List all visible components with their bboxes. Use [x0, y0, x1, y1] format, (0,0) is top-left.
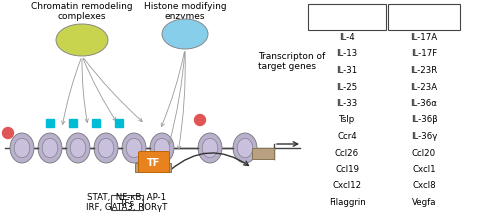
Ellipse shape	[150, 133, 174, 163]
Text: TF: TF	[148, 158, 160, 168]
Ellipse shape	[237, 138, 253, 158]
FancyBboxPatch shape	[388, 4, 460, 30]
Text: IL-31: IL-31	[336, 66, 357, 75]
Ellipse shape	[154, 138, 170, 158]
FancyBboxPatch shape	[252, 148, 274, 159]
Text: IL-17A: IL-17A	[410, 33, 438, 42]
Text: IL-36α: IL-36α	[410, 99, 438, 108]
Ellipse shape	[94, 133, 118, 163]
Text: IL-36β: IL-36β	[410, 116, 438, 124]
Text: Cxcl8: Cxcl8	[412, 181, 436, 191]
Ellipse shape	[233, 133, 257, 163]
Text: Ccl19: Ccl19	[335, 165, 359, 174]
Text: STAT,  NF-κB, AP-1
IRF, GATA3, RORγT: STAT, NF-κB, AP-1 IRF, GATA3, RORγT	[86, 193, 168, 212]
Text: IL-17F: IL-17F	[411, 49, 437, 59]
Text: Transcripton of
target genes: Transcripton of target genes	[258, 52, 325, 71]
Ellipse shape	[70, 138, 86, 158]
Ellipse shape	[10, 133, 34, 163]
Circle shape	[2, 127, 14, 138]
Ellipse shape	[42, 138, 58, 158]
Text: Ccl26: Ccl26	[335, 149, 359, 157]
Text: Psoriasis: Psoriasis	[404, 9, 444, 18]
FancyBboxPatch shape	[308, 4, 386, 30]
Ellipse shape	[98, 138, 114, 158]
Text: IL-36γ: IL-36γ	[411, 132, 437, 141]
Text: Chromatin remodeling
complexes: Chromatin remodeling complexes	[31, 2, 133, 21]
Text: IL-13: IL-13	[336, 49, 357, 59]
Text: IL-25: IL-25	[336, 83, 357, 92]
Text: Histone modifying
enzymes: Histone modifying enzymes	[144, 2, 226, 21]
Ellipse shape	[14, 138, 30, 158]
Text: Filaggrin: Filaggrin	[328, 198, 366, 207]
Ellipse shape	[56, 24, 108, 56]
Text: IL-33: IL-33	[336, 99, 357, 108]
Text: IL-23R: IL-23R	[410, 66, 438, 75]
Text: Tslp: Tslp	[339, 116, 355, 124]
Text: Ccr4: Ccr4	[337, 132, 357, 141]
Ellipse shape	[66, 133, 90, 163]
Ellipse shape	[162, 19, 208, 49]
Text: IL-4: IL-4	[339, 33, 355, 42]
FancyBboxPatch shape	[135, 163, 171, 172]
Ellipse shape	[122, 133, 146, 163]
FancyBboxPatch shape	[111, 195, 143, 210]
Ellipse shape	[38, 133, 62, 163]
Text: TFs: TFs	[120, 199, 134, 208]
Text: Ccl20: Ccl20	[412, 149, 436, 157]
Text: Cxcl12: Cxcl12	[332, 181, 362, 191]
FancyBboxPatch shape	[138, 151, 170, 173]
Text: IL-23A: IL-23A	[410, 83, 438, 92]
Text: Vegfa: Vegfa	[412, 198, 436, 207]
Circle shape	[194, 114, 205, 125]
Ellipse shape	[198, 133, 222, 163]
Text: Cxcl1: Cxcl1	[412, 165, 436, 174]
Ellipse shape	[126, 138, 142, 158]
Text: Atopic
dermatitis: Atopic dermatitis	[324, 5, 370, 24]
Ellipse shape	[202, 138, 218, 158]
